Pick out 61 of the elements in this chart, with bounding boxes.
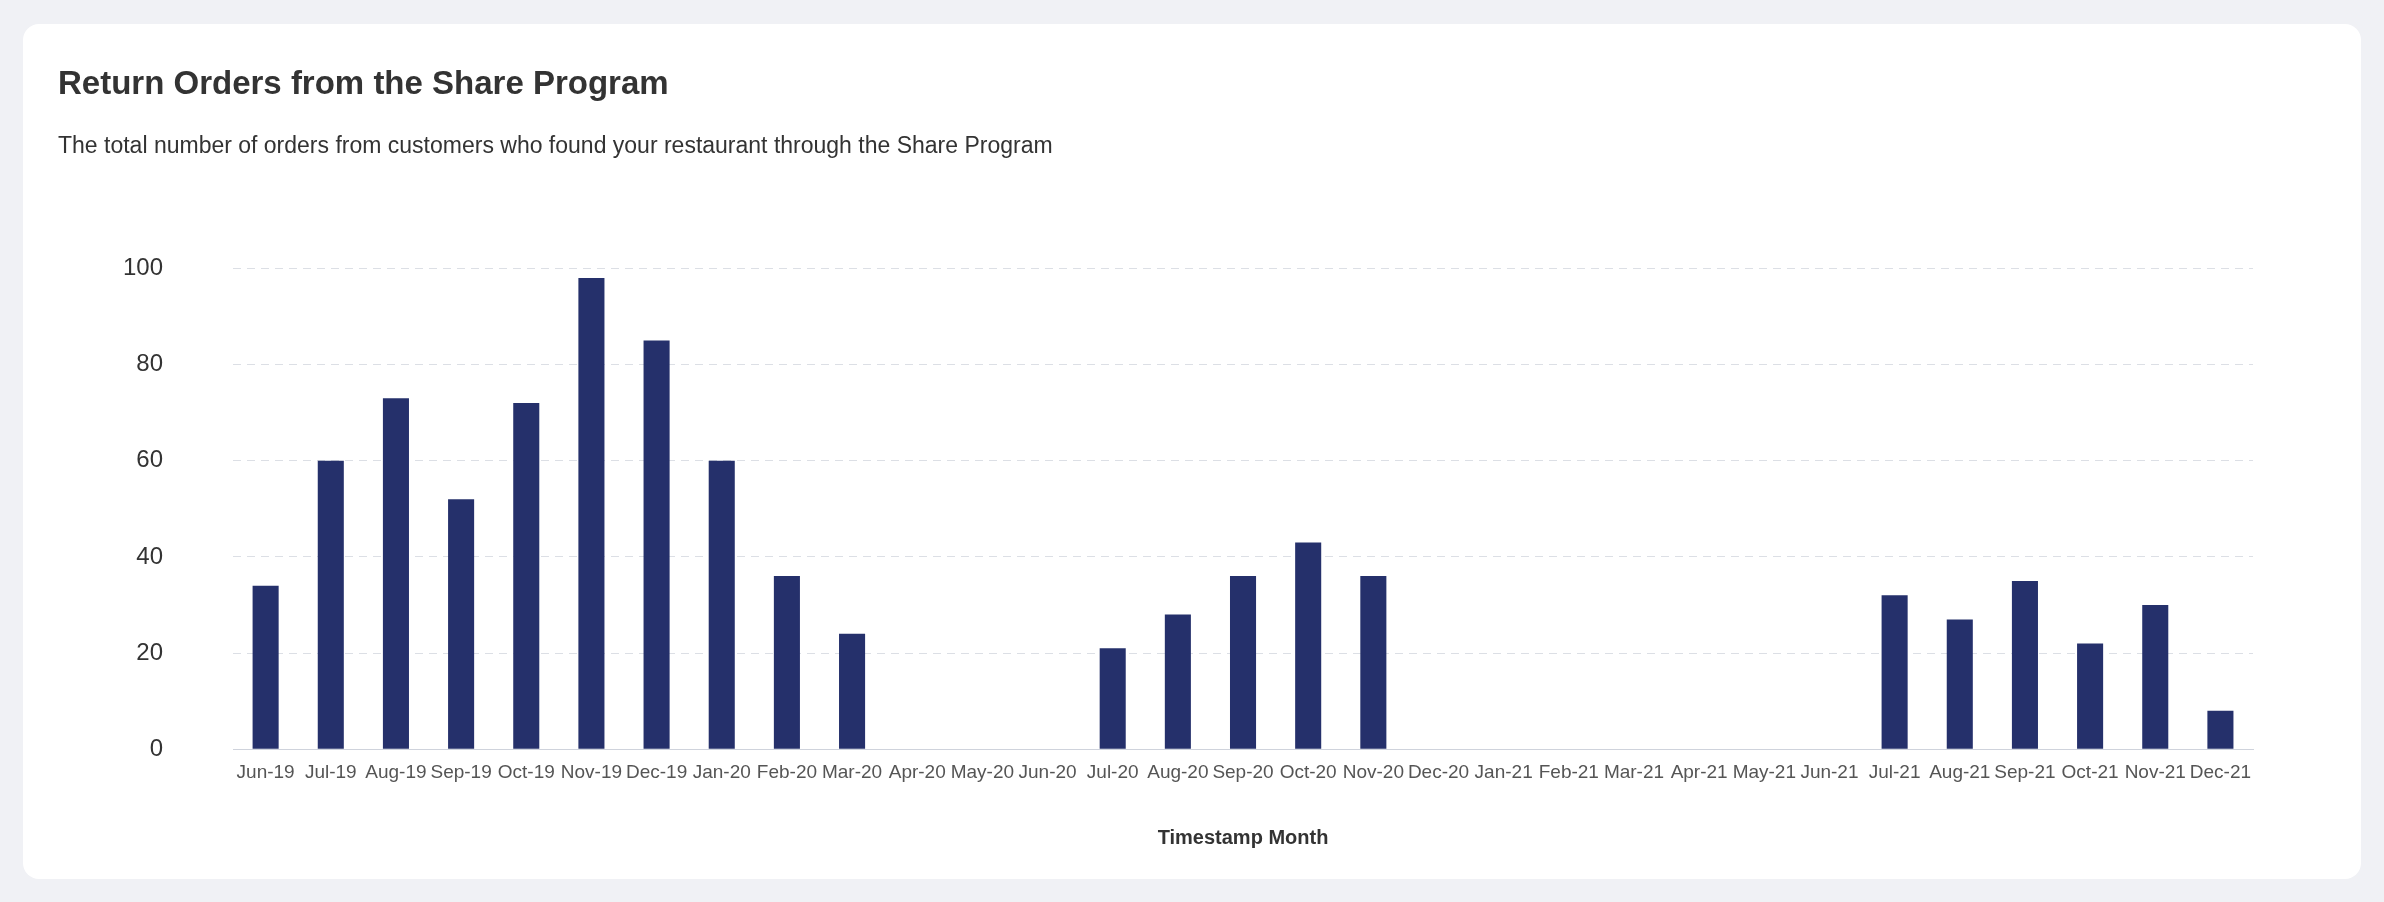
x-tick-label: May-21 [1732,760,1796,782]
chart-title: Return Orders from the Share Program [58,64,669,102]
x-tick-label: Jan-21 [1474,760,1533,782]
x-tick-label: Sep-19 [430,760,492,782]
x-tick-label: Aug-19 [365,760,427,782]
x-tick-label: Sep-20 [1212,760,1274,782]
bar [773,576,800,749]
bar [1164,614,1191,749]
bar [1360,576,1387,749]
x-tick-label: Sep-21 [1994,760,2056,782]
y-tick-label: 60 [136,445,164,473]
bar [2207,710,2234,749]
chart-subtitle: The total number of orders from customers who found your restaurant through the Share Program [58,132,1053,159]
x-tick-label: Oct-21 [2061,760,2119,782]
bar [2142,604,2169,749]
x-tick-label: Dec-21 [2189,760,2252,782]
x-tick-label: Jul-20 [1086,760,1139,782]
bar [1295,542,1322,749]
x-tick-label: Jan-20 [692,760,751,782]
x-tick-label: Aug-21 [1929,760,1991,782]
bar [1881,595,1908,749]
x-tick-label: Nov-21 [2124,760,2186,782]
x-tick-label: Jun-21 [1800,760,1859,782]
x-tick-label: Jun-20 [1018,760,1077,782]
bar [252,585,279,749]
bar [2011,580,2038,749]
bar [513,403,540,749]
bar [578,278,605,749]
x-tick-label: Apr-20 [888,760,946,782]
x-tick-label: Feb-21 [1538,760,1599,782]
x-tick-label: Feb-20 [756,760,817,782]
bar [708,460,735,749]
x-tick-label: Oct-20 [1279,760,1337,782]
x-tick-label: Jul-21 [1868,760,1921,782]
y-tick-label: 40 [136,541,164,569]
x-tick-label: May-20 [950,760,1015,782]
x-tick-label: Dec-19 [625,760,688,782]
bar [2077,643,2104,749]
x-tick-label: Mar-21 [1603,760,1665,782]
x-axis-title: Timestamp Month [1157,825,1329,848]
y-tick-label: 20 [136,637,164,665]
x-tick-label: Nov-20 [1342,760,1404,782]
x-tick-label: Apr-21 [1670,760,1728,782]
bar [1229,576,1257,749]
bar [839,633,866,749]
bar [1946,619,1973,749]
y-tick-label: 100 [123,253,164,281]
x-tick-label: Jul-19 [304,760,357,782]
y-tick-label: 0 [149,733,164,761]
bar [1099,648,1126,749]
y-tick-label: 80 [136,349,164,377]
bar [643,340,670,749]
x-tick-label: Mar-20 [821,760,883,782]
x-tick-label: Dec-20 [1407,760,1470,782]
x-tick-label: Aug-20 [1147,760,1209,782]
bar [317,460,344,749]
x-tick-label: Jun-19 [236,760,295,782]
x-tick-label: Oct-19 [497,760,555,782]
bar [448,499,475,749]
bar [382,398,409,749]
x-tick-label: Nov-19 [560,760,623,782]
